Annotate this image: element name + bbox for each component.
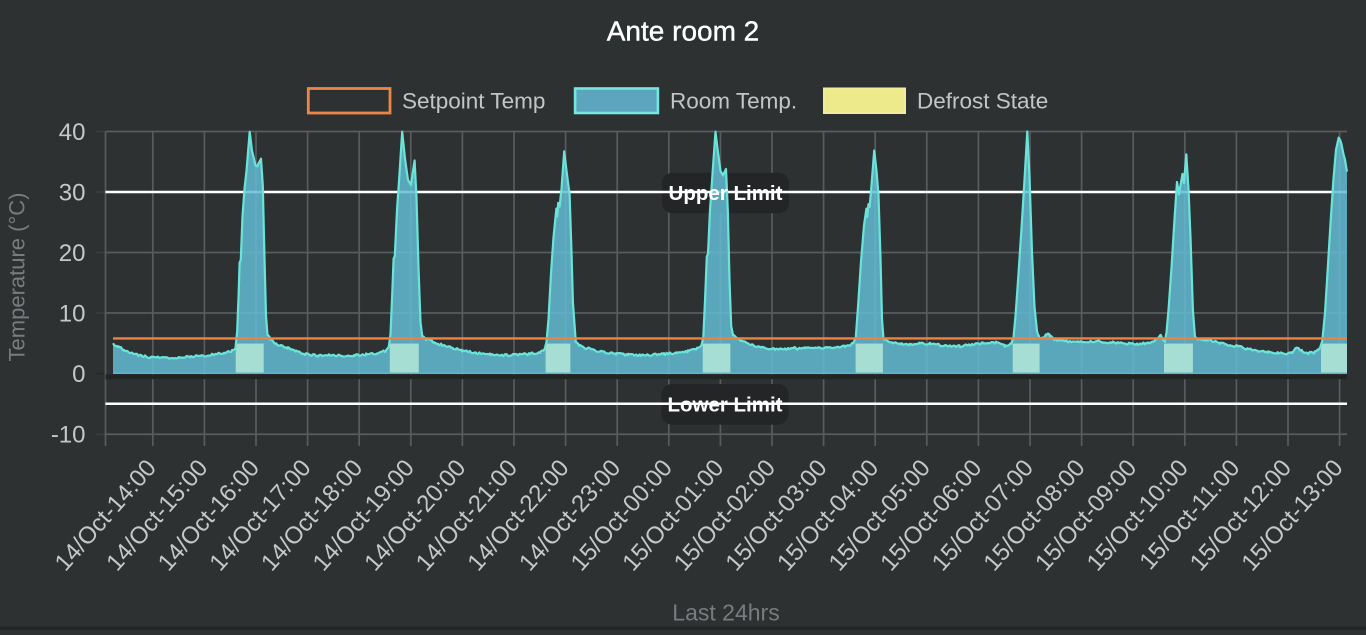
svg-text:Setpoint Temp: Setpoint Temp (402, 89, 545, 114)
svg-text:Room Temp.: Room Temp. (670, 89, 797, 114)
svg-text:Temperature (°C): Temperature (°C) (5, 193, 30, 362)
svg-text:Defrost State: Defrost State (917, 89, 1048, 114)
svg-text:Upper Limit: Upper Limit (669, 182, 783, 205)
svg-text:Ante room 2: Ante room 2 (607, 16, 760, 47)
svg-text:0: 0 (72, 361, 85, 388)
svg-text:40: 40 (59, 119, 86, 146)
svg-text:10: 10 (59, 300, 86, 327)
svg-text:Lower Limit: Lower Limit (667, 394, 782, 417)
svg-text:20: 20 (59, 240, 86, 267)
svg-text:30: 30 (59, 179, 86, 206)
svg-text:-10: -10 (51, 421, 86, 448)
svg-text:Last 24hrs: Last 24hrs (672, 600, 779, 626)
